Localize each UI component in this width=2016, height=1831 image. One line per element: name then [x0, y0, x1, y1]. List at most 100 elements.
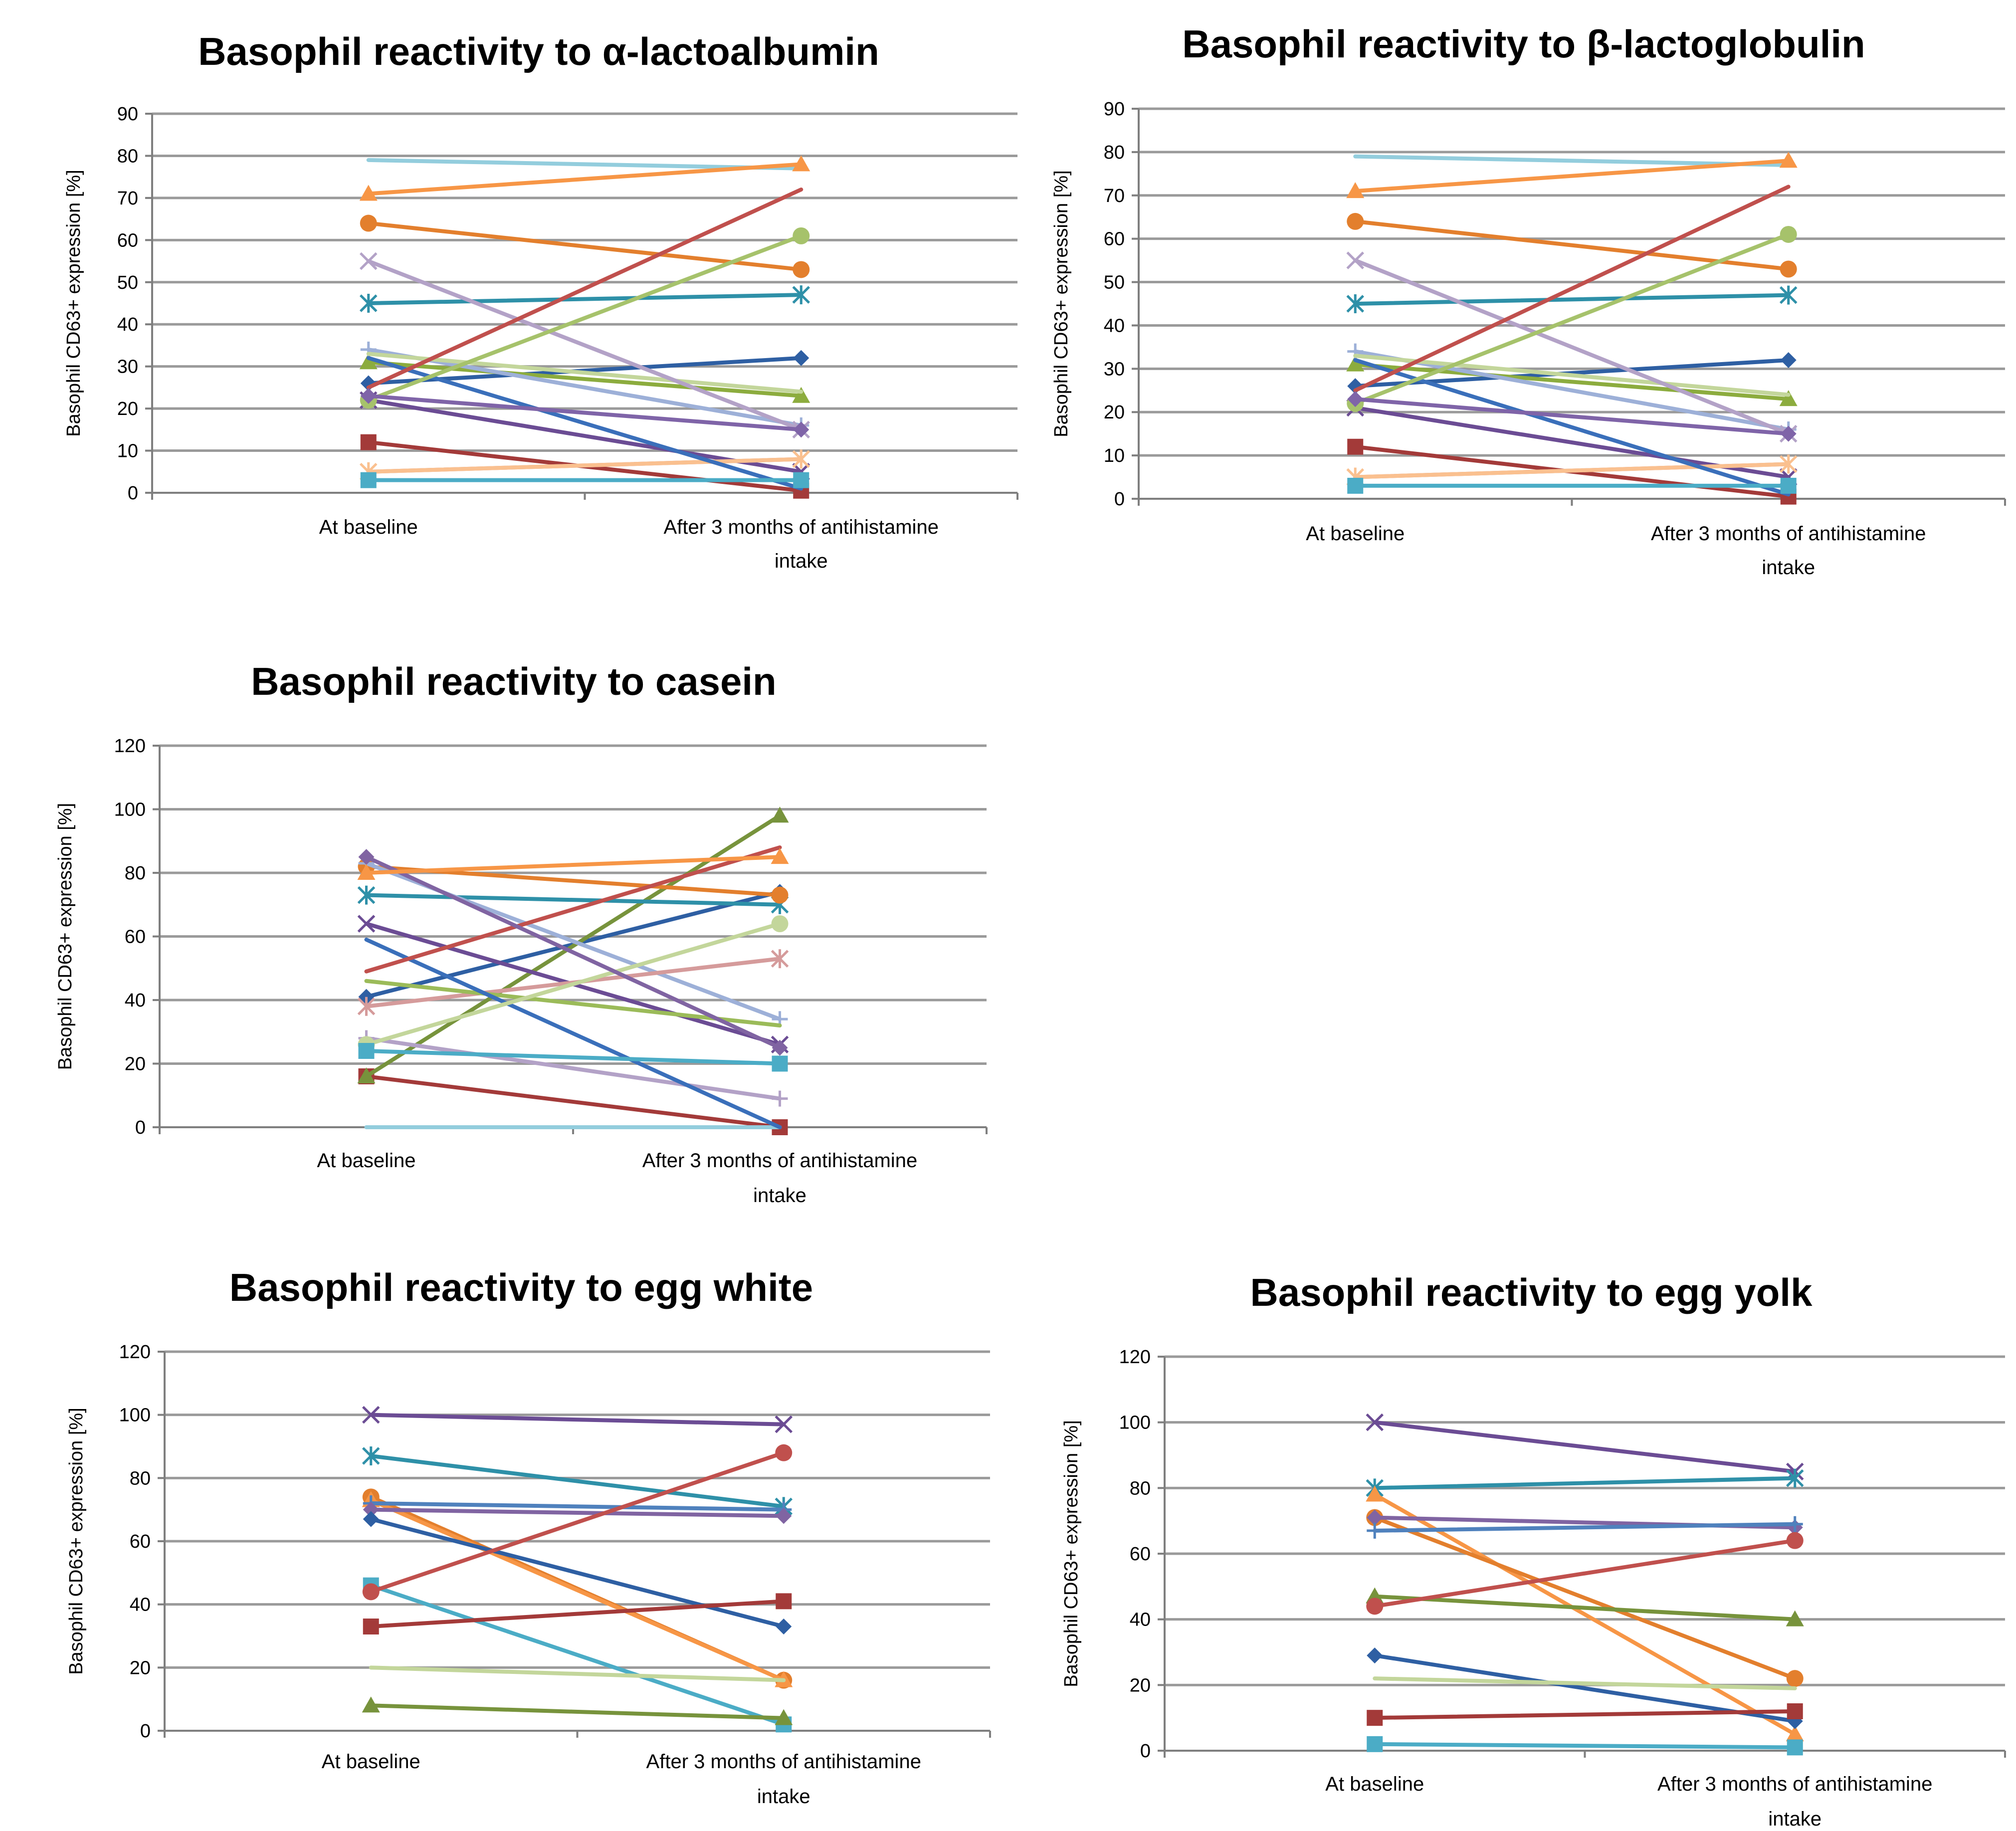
series-16: [358, 1043, 788, 1072]
data-point: [775, 1415, 793, 1433]
y-tick-label: 40: [125, 990, 146, 1011]
series-line: [1373, 1538, 1797, 1609]
y-tick-label: 20: [117, 399, 138, 419]
data-point: [1346, 182, 1365, 199]
y-tick-label: 0: [135, 1117, 146, 1138]
y-tick-label: 40: [117, 314, 138, 335]
series-line: [366, 162, 804, 196]
series-16: [1347, 391, 1797, 442]
series-8: [1366, 1532, 1804, 1615]
series-line: [364, 814, 782, 1078]
y-tick-label: 60: [117, 230, 138, 251]
series-1: [362, 1406, 793, 1433]
series-line: [1353, 358, 1791, 497]
data-point: [362, 1446, 380, 1465]
y-tick-label: 20: [125, 1054, 146, 1075]
series-line: [369, 1498, 786, 1682]
y-tick-label: 30: [117, 357, 138, 378]
data-point: [1366, 1485, 1384, 1502]
data-point: [363, 1619, 379, 1634]
data-point: [1786, 1610, 1804, 1627]
series-line: [369, 1517, 786, 1628]
data-point: [1367, 1736, 1383, 1752]
data-point: [771, 949, 789, 969]
data-point: [1367, 1647, 1383, 1664]
x-category-label: At baseline: [1306, 523, 1405, 545]
series-line: [366, 293, 804, 305]
data-point: [1367, 1710, 1383, 1726]
series-12: [364, 937, 782, 1129]
series-17: [1347, 477, 1797, 494]
series-7: [363, 1511, 792, 1634]
data-point: [1346, 251, 1365, 269]
data-point: [1779, 454, 1798, 474]
series-line: [1353, 354, 1791, 397]
data-point: [776, 1619, 792, 1634]
series-13: [366, 356, 804, 491]
data-point: [360, 434, 377, 450]
data-point: [1367, 1522, 1383, 1539]
y-tick-label: 20: [1104, 402, 1125, 423]
series-6: [1347, 212, 1797, 278]
series-line: [366, 347, 804, 427]
y-tick-label: 40: [130, 1595, 151, 1616]
y-axis-label: Basophil CD63+ expression [%]: [55, 803, 76, 1070]
series-line: [1373, 1653, 1797, 1723]
series-line: [364, 845, 782, 974]
y-tick-label: 80: [1130, 1478, 1151, 1499]
series-line: [364, 1036, 782, 1101]
data-point: [793, 472, 809, 488]
data-point: [1780, 225, 1797, 243]
series-line: [1353, 258, 1791, 436]
series-6: [360, 214, 810, 278]
data-point: [360, 472, 377, 488]
series-11: [1353, 154, 1791, 167]
series-line: [369, 1413, 786, 1426]
series-line: [1373, 1709, 1797, 1720]
data-point: [357, 997, 376, 1016]
data-point: [1347, 438, 1364, 455]
data-point: [362, 1406, 380, 1424]
y-tick-label: 120: [114, 736, 146, 757]
y-tick-label: 60: [1130, 1544, 1151, 1565]
series-11: [369, 1665, 786, 1682]
chart-beta: Basophil reactivity to β-lactoglobulin 0 1…: [1051, 22, 2006, 579]
series-line: [364, 1049, 782, 1066]
data-point: [1787, 1703, 1803, 1719]
data-point: [1347, 477, 1364, 494]
data-point: [1786, 1532, 1804, 1549]
y-tick-label: 100: [114, 800, 146, 820]
y-tick-label: 50: [1104, 272, 1125, 293]
series-line: [1373, 1742, 1797, 1750]
series-line: [364, 937, 782, 1129]
y-tick-label: 20: [130, 1657, 151, 1678]
series-15: [358, 849, 788, 1056]
x-category-label: After 3 months of antihistamine intake: [1657, 1773, 1932, 1830]
data-point: [360, 388, 377, 404]
data-point: [772, 1090, 788, 1107]
y-tick-label: 60: [125, 927, 146, 948]
y-tick-label: 90: [1104, 99, 1125, 120]
series-line: [369, 1665, 786, 1682]
y-tick-label: 70: [1104, 186, 1125, 206]
data-point: [1347, 212, 1364, 230]
x-category-label: At baseline: [319, 516, 418, 538]
data-point: [1346, 355, 1365, 372]
y-tick-label: 80: [117, 146, 138, 167]
series-10: [1346, 251, 1798, 443]
chart-title: Basophil reactivity to egg yolk: [1250, 1270, 1813, 1314]
data-point: [792, 449, 810, 469]
series-line: [1373, 1492, 1797, 1737]
series-line: [369, 1583, 786, 1727]
y-tick-label: 40: [1104, 315, 1125, 336]
y-tick-label: 80: [125, 863, 146, 884]
series-6: [363, 1501, 792, 1524]
data-point: [772, 1039, 788, 1056]
data-point: [359, 294, 378, 313]
data-point: [362, 1696, 380, 1713]
series-line: [1353, 232, 1791, 406]
data-point: [775, 1444, 793, 1461]
x-category-label: At baseline: [322, 1751, 420, 1773]
series-line: [366, 356, 804, 491]
data-point: [772, 1055, 788, 1072]
